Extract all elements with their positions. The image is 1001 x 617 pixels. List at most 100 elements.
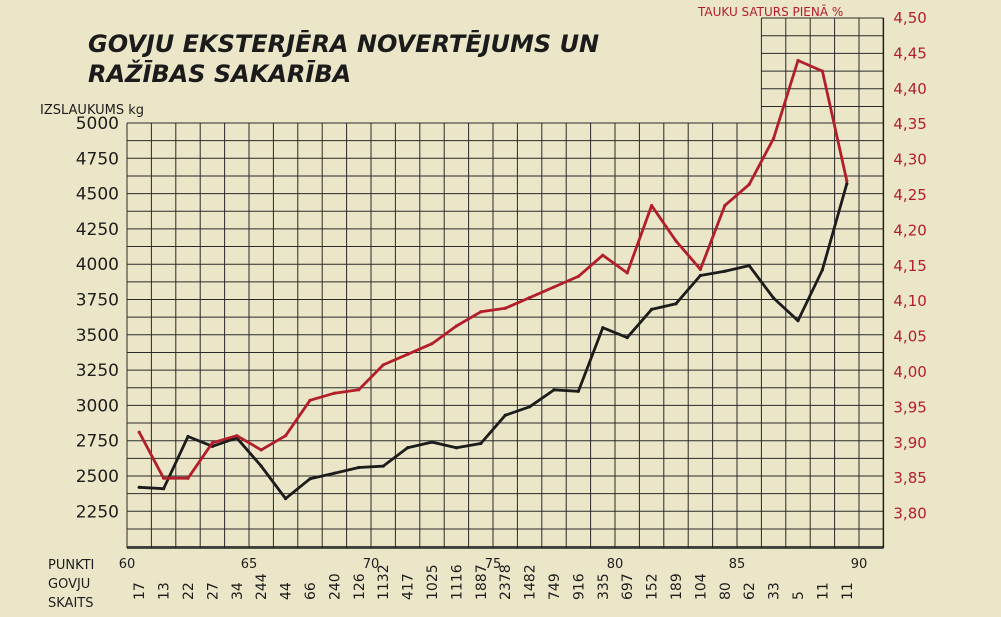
x-tick-label-points: 90 (851, 557, 868, 572)
x-tick-label-count: 11 (840, 582, 856, 600)
x-tick-label-count: 62 (742, 582, 758, 600)
data-point-0 (845, 182, 849, 186)
x-tick-label-count: 697 (620, 573, 636, 600)
data-point-1 (772, 136, 776, 140)
data-point-0 (747, 264, 751, 268)
data-point-0 (820, 268, 825, 272)
x-tick-label-count: 34 (230, 582, 246, 600)
x-tick-label-count: 11 (815, 582, 831, 600)
data-point-1 (845, 179, 849, 183)
y-tick-label: 3000 (76, 396, 119, 416)
y2-axis-label: TAUKU SATURS PIENĀ % (697, 5, 843, 19)
data-point-1 (406, 352, 410, 356)
data-point-1 (186, 476, 190, 480)
x-tick-label-count: 5 (791, 591, 807, 600)
data-point-0 (381, 464, 385, 468)
x-tick-label-points: 70 (363, 557, 380, 572)
data-point-1 (796, 58, 800, 63)
data-point-0 (674, 302, 678, 306)
data-point-1 (137, 430, 141, 434)
data-point-0 (430, 440, 434, 444)
data-point-1 (576, 274, 581, 279)
data-point-0 (162, 487, 166, 491)
data-point-1 (284, 434, 288, 438)
data-point-0 (772, 296, 776, 300)
x-tick-label-points: 65 (241, 557, 258, 572)
data-point-0 (186, 434, 190, 439)
data-point-0 (796, 319, 800, 323)
x-axis-label-count-2: SKAITS (48, 596, 93, 611)
data-point-1 (650, 204, 654, 208)
data-point-1 (674, 239, 678, 243)
data-point-1 (162, 476, 166, 480)
y-axis-label: IZSLAUKUMS kg (40, 103, 144, 118)
series-layer (137, 58, 849, 501)
x-tick-label-count: 244 (254, 573, 270, 600)
data-point-1 (747, 182, 751, 186)
x-tick-label-count: 1482 (523, 564, 539, 600)
y2-tick-label: 3,90 (893, 434, 926, 452)
data-point-0 (284, 496, 288, 501)
y-tick-label: 2750 (76, 432, 119, 452)
data-point-0 (259, 464, 263, 468)
y2-tick-label: 3,85 (893, 469, 926, 487)
data-point-1 (357, 388, 361, 392)
data-point-1 (332, 391, 336, 395)
data-point-0 (601, 326, 605, 330)
x-tick-label-count: 104 (693, 573, 709, 600)
x-tick-label-points: 85 (729, 557, 746, 572)
x-tick-label-points: 60 (119, 557, 136, 572)
data-point-1 (625, 271, 629, 275)
x-tick-label-count: 1025 (425, 564, 441, 600)
chart-title-line2: RAŽĪBAS SAKARĪBA (88, 58, 351, 88)
data-point-1 (552, 285, 556, 289)
data-point-1 (381, 363, 385, 367)
series-line-0 (137, 182, 849, 501)
x-tick-label-points: 75 (485, 557, 502, 572)
data-point-0 (357, 465, 361, 470)
series-line-1 (137, 59, 849, 480)
x-tick-label-count: 1887 (474, 564, 490, 600)
x-tick-label-count: 13 (157, 582, 173, 600)
y-tick-label: 4000 (76, 255, 119, 275)
label-layer: GOVJU EKSTERJĒRA NOVERTĒJUMS UN RAŽĪBAS … (40, 5, 927, 611)
y2-tick-label: 4,15 (893, 257, 926, 275)
data-point-1 (528, 296, 532, 300)
data-point-0 (625, 336, 629, 340)
grid-layer (126, 17, 885, 549)
data-point-0 (528, 405, 532, 409)
y2-tick-label: 4,20 (893, 221, 926, 239)
data-point-1 (259, 448, 263, 452)
y2-tick-label: 4,05 (893, 328, 926, 346)
data-point-1 (210, 441, 214, 445)
x-tick-label-count: 33 (767, 582, 783, 600)
y-tick-label: 4750 (76, 149, 119, 169)
y-tick-label: 2250 (76, 502, 119, 522)
y-tick-label: 2500 (76, 467, 119, 487)
data-point-1 (723, 204, 727, 208)
y2-tick-label: 4,40 (893, 80, 926, 98)
data-point-1 (698, 267, 703, 271)
data-point-1 (308, 398, 312, 402)
x-tick-label-count: 1132 (376, 564, 392, 600)
x-tick-label-count: 916 (571, 573, 587, 600)
data-point-1 (601, 253, 605, 257)
data-point-1 (820, 69, 825, 73)
x-tick-label-count: 27 (205, 582, 221, 600)
data-point-0 (308, 477, 312, 481)
data-point-0 (406, 446, 410, 450)
y2-tick-label: 4,00 (893, 363, 926, 381)
y-tick-label: 3250 (76, 361, 119, 381)
y2-tick-label: 3,80 (893, 505, 926, 523)
data-point-0 (650, 307, 654, 311)
y-tick-label: 5000 (76, 114, 119, 134)
x-tick-label-count: 44 (279, 582, 295, 600)
x-tick-label-count: 240 (327, 573, 343, 600)
data-point-0 (479, 441, 483, 446)
chart-title-line1: GOVJU EKSTERJĒRA NOVERTĒJUMS UN (88, 29, 599, 58)
data-point-0 (332, 471, 336, 475)
x-tick-label-points: 80 (607, 557, 624, 572)
x-tick-label-count: 749 (547, 573, 563, 600)
